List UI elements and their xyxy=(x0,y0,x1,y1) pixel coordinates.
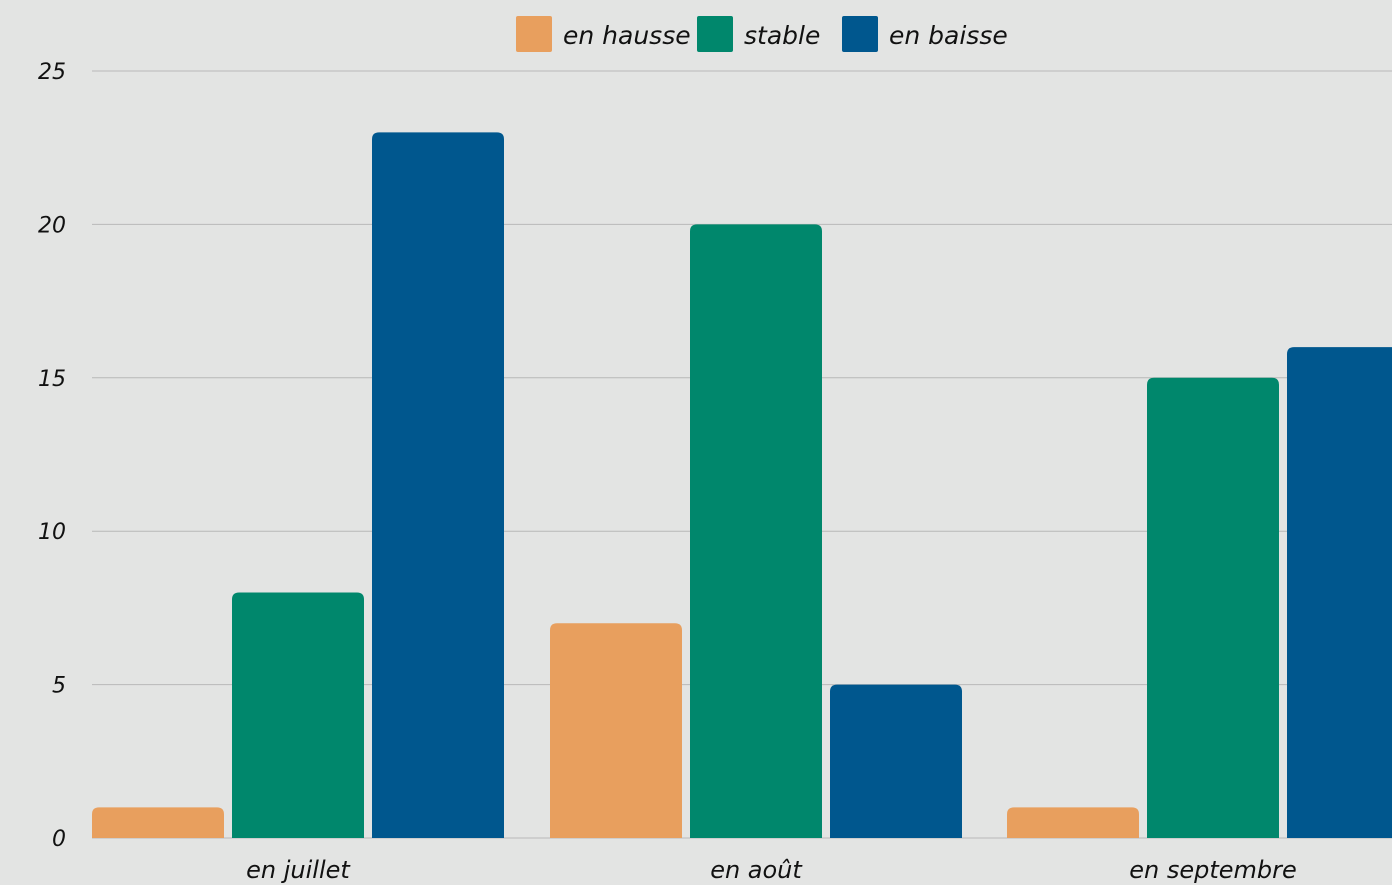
bar-en-baisse-0 xyxy=(372,132,504,839)
x-category-label: en août xyxy=(710,856,803,884)
y-tick-label: 10 xyxy=(38,520,66,545)
legend-item: stable xyxy=(697,16,820,52)
y-axis: 0 5 10 15 20 25 xyxy=(38,60,66,852)
x-axis: en juillet en août en septembre xyxy=(246,856,1297,884)
bar-en-hausse-1 xyxy=(550,623,682,838)
bar-en-hausse-2 xyxy=(1007,807,1139,838)
bar-en-baisse-1 xyxy=(830,684,962,838)
legend-swatch xyxy=(697,16,733,52)
y-tick-label: 0 xyxy=(52,827,66,852)
legend-item: en baisse xyxy=(842,16,1008,52)
bar-stable-0 xyxy=(232,592,364,838)
legend-item: en hausse xyxy=(516,16,691,52)
x-category-label: en juillet xyxy=(246,856,351,884)
x-category-label: en septembre xyxy=(1129,856,1297,884)
legend: en hausse stable en baisse xyxy=(516,16,1008,52)
y-tick-label: 20 xyxy=(38,213,66,238)
legend-label: en hausse xyxy=(563,21,691,50)
legend-swatch xyxy=(842,16,878,52)
bar-en-hausse-0 xyxy=(92,807,224,838)
legend-label: stable xyxy=(744,21,820,50)
legend-label: en baisse xyxy=(889,21,1008,50)
bars xyxy=(92,132,1392,839)
bar-en-baisse-2 xyxy=(1287,347,1392,838)
y-tick-label: 15 xyxy=(38,367,66,392)
bar-stable-2 xyxy=(1147,377,1279,838)
legend-swatch xyxy=(516,16,552,52)
y-tick-label: 25 xyxy=(38,60,66,85)
bar-stable-1 xyxy=(690,224,822,838)
y-tick-label: 5 xyxy=(52,674,66,699)
